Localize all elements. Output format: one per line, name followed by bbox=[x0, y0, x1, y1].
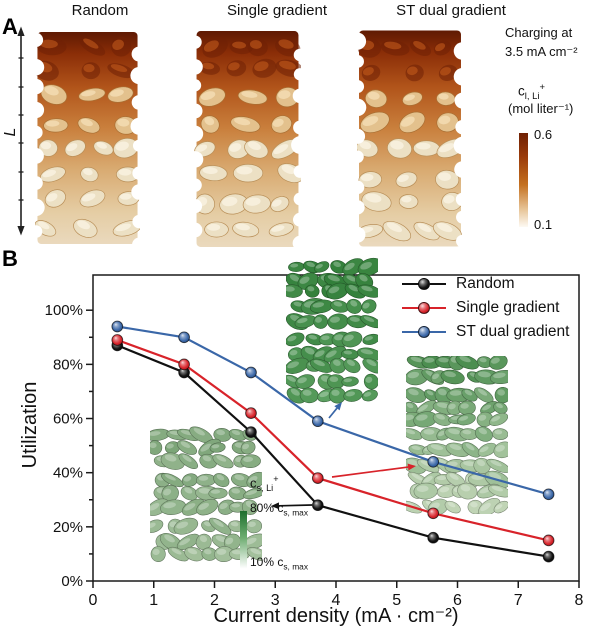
svg-text:20%: 20% bbox=[53, 519, 83, 536]
structure-single-gradient-3d bbox=[194, 31, 301, 249]
y-axis-title: Utilization bbox=[19, 381, 41, 469]
inset-colorbar-symbol-sup: + bbox=[273, 474, 279, 484]
svg-text:6: 6 bbox=[453, 592, 462, 609]
charging-note: Charging at 3.5 mA cm⁻² bbox=[505, 24, 600, 62]
svg-text:4: 4 bbox=[332, 592, 341, 609]
series-st-dual-gradient bbox=[111, 320, 555, 501]
colorbar-a-gradient bbox=[519, 133, 528, 227]
inset-single-structure bbox=[406, 356, 508, 514]
svg-text:8: 8 bbox=[575, 592, 584, 609]
annotation-arrow-single-gradient-icon bbox=[331, 463, 416, 478]
svg-text:60%: 60% bbox=[53, 411, 83, 428]
structure-st-dual-gradient-3d bbox=[357, 30, 463, 248]
svg-text:1: 1 bbox=[149, 592, 158, 609]
svg-text:2: 2 bbox=[210, 592, 219, 609]
inset-st-dual-structure bbox=[286, 257, 378, 404]
series-single-gradient bbox=[111, 334, 555, 547]
column-title-st-dual-gradient: ST dual gradient bbox=[396, 2, 506, 19]
legend-label-random: Random bbox=[456, 275, 515, 292]
x-axis-title: Current density (mA · cm⁻²) bbox=[213, 605, 459, 627]
axis-tick-labels: 0 1 2 3 4 5 6 7 80%20%40%60%80%100% bbox=[45, 302, 584, 609]
legend-item: Random bbox=[402, 272, 569, 296]
svg-text:0%: 0% bbox=[61, 573, 83, 590]
colorbar-a-min: 0.1 bbox=[534, 217, 553, 232]
svg-text:40%: 40% bbox=[53, 465, 83, 482]
panel-a-label: A bbox=[2, 14, 18, 39]
column-title-random: Random bbox=[71, 2, 129, 19]
svg-text:3: 3 bbox=[271, 592, 280, 609]
legend-label-st-dual-gradient: ST dual gradient bbox=[456, 323, 570, 340]
legend-item: Single gradient bbox=[402, 296, 569, 320]
legend-marker-single-gradient-icon bbox=[402, 302, 448, 314]
inset-colorbar-symbol-base: c bbox=[250, 475, 257, 491]
inset-colorbar-symbol-sub: s, Li bbox=[256, 482, 274, 493]
legend-label-single-gradient: Single gradient bbox=[456, 299, 560, 316]
panel-b-label: B bbox=[2, 246, 18, 271]
colorbar-a-symbol-sup: + bbox=[539, 82, 545, 93]
svg-text:5: 5 bbox=[392, 592, 401, 609]
svg-text:0: 0 bbox=[89, 592, 98, 609]
inset-colorbar-symbol: cs, Li+ bbox=[250, 474, 279, 493]
legend: Random Single gradient ST dual gradient bbox=[402, 272, 569, 344]
colorbar-a-symbol-base: c bbox=[518, 83, 525, 99]
charging-note-line1: Charging at bbox=[505, 25, 573, 40]
structure-random-3d bbox=[35, 31, 140, 246]
inset-colorbar-bottom-sub: s, max bbox=[283, 561, 309, 572]
inset-colorbar-bottom-label: 10% cs, max bbox=[250, 555, 308, 571]
column-title-single-gradient: Single gradient bbox=[226, 2, 328, 19]
length-arrow-icon bbox=[17, 26, 25, 236]
inset-colorbar-top-prefix: 80% c bbox=[250, 501, 284, 515]
charging-note-line2: 3.5 mA cm⁻² bbox=[505, 43, 578, 59]
colorbar-a-max: 0.6 bbox=[534, 127, 553, 142]
annotation-arrow-random-icon bbox=[271, 502, 313, 510]
inset-colorbar-bottom-prefix: 10% c bbox=[250, 555, 284, 569]
svg-text:80%: 80% bbox=[53, 356, 83, 373]
legend-marker-random-icon bbox=[402, 278, 448, 290]
legend-marker-st-dual-gradient-icon bbox=[402, 326, 448, 338]
inset-random-structure bbox=[150, 426, 262, 563]
colorbar-a-units: (mol liter⁻¹) bbox=[508, 101, 574, 116]
annotation-arrow-st-dual-gradient-icon bbox=[328, 402, 342, 419]
colorbar-a-symbol: cl, Li+ bbox=[518, 82, 545, 102]
legend-item: ST dual gradient bbox=[402, 320, 569, 344]
inset-colorbar-top-label: 80% cs, max bbox=[250, 501, 308, 517]
inset-colorbar-top-sub: s, max bbox=[283, 507, 309, 518]
colorbar-a-symbol-sub: l, Li bbox=[524, 91, 540, 103]
svg-text:100%: 100% bbox=[45, 302, 83, 319]
inset-colorbar-gradient bbox=[240, 511, 247, 571]
svg-text:7: 7 bbox=[514, 592, 523, 609]
